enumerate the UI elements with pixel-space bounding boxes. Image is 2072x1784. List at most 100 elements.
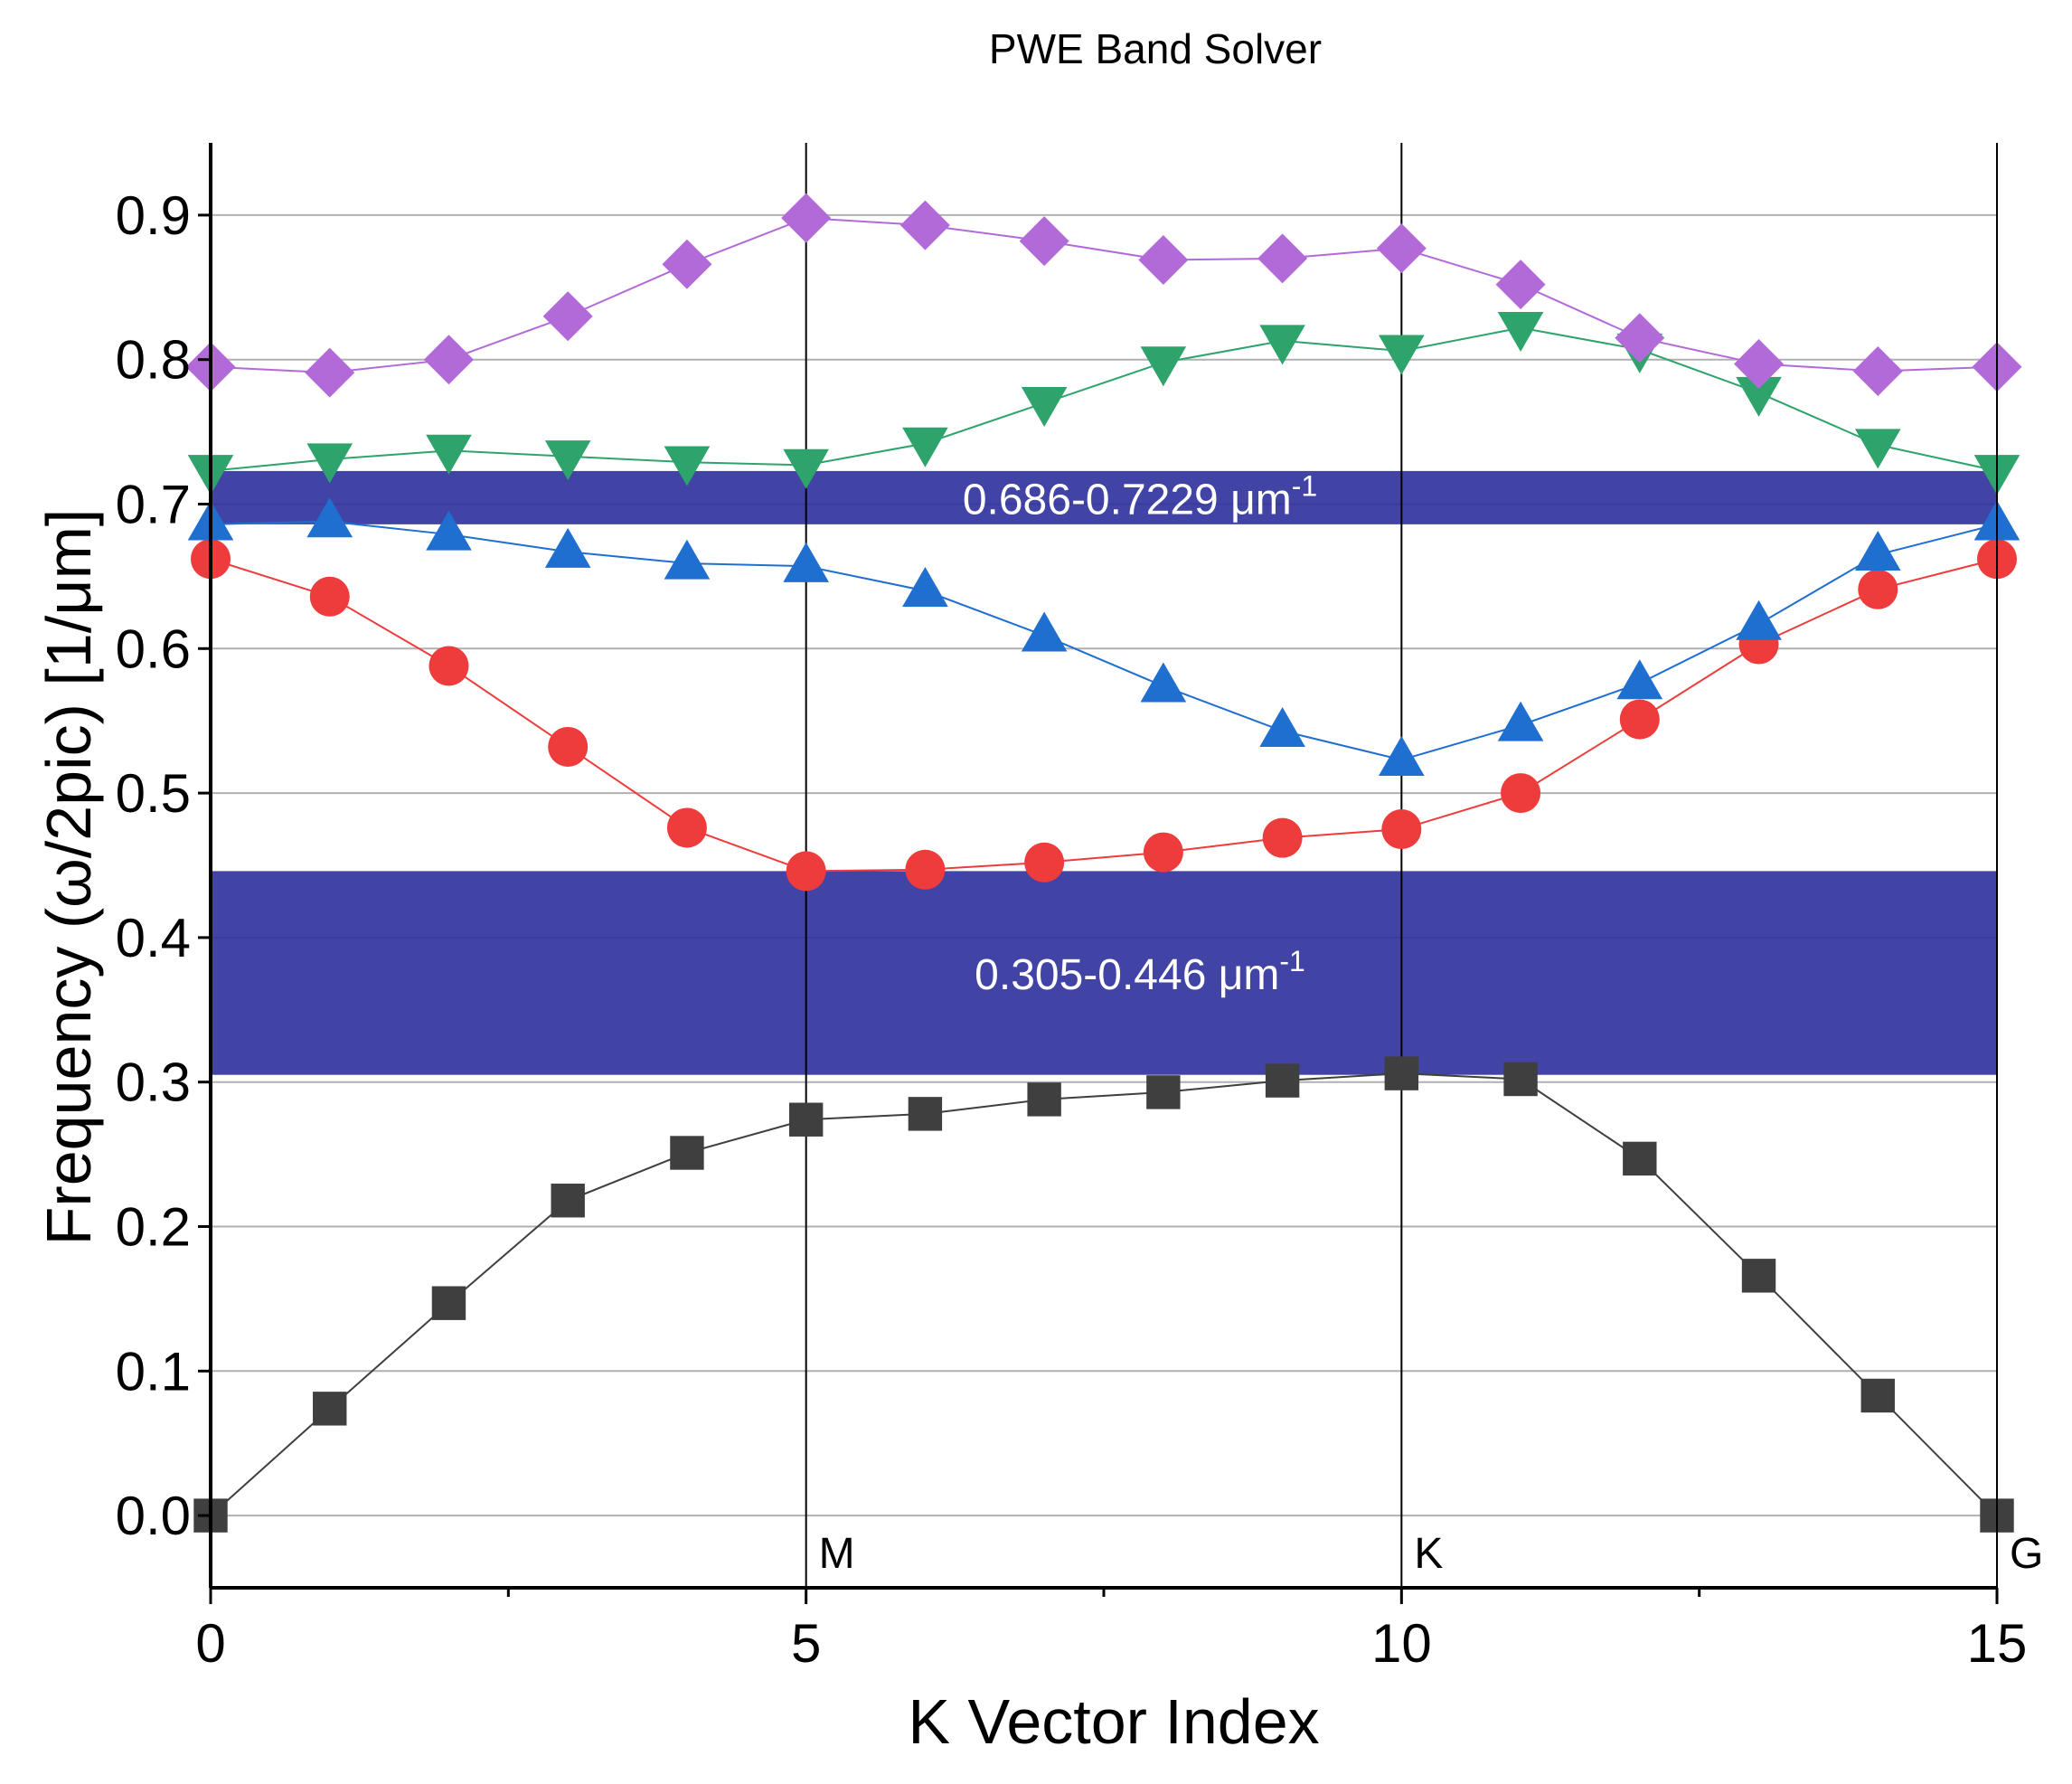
data-point — [1379, 335, 1425, 375]
data-point — [544, 527, 591, 568]
y-tick-label: 0.4 — [116, 908, 191, 968]
symmetry-label: M — [819, 1530, 855, 1578]
data-point — [664, 446, 711, 486]
data-point — [423, 335, 474, 385]
series — [185, 193, 2022, 1533]
symmetry-label: G — [2010, 1530, 2043, 1578]
series-line — [210, 1072, 1998, 1516]
data-point — [544, 440, 591, 481]
series-band-3 — [187, 497, 2020, 776]
data-point — [1501, 773, 1541, 814]
series-line — [210, 326, 1998, 472]
y-tick-label: 0.1 — [116, 1341, 191, 1402]
data-point — [1384, 1056, 1419, 1090]
data-point — [1143, 832, 1183, 873]
data-point — [783, 542, 829, 582]
band-gap-label: 0.686-0.7229 μm-1 — [963, 469, 1317, 524]
data-point — [551, 1184, 585, 1218]
data-point — [783, 448, 829, 489]
data-point — [1381, 809, 1422, 850]
data-point — [788, 1102, 824, 1137]
data-point — [1497, 701, 1544, 741]
data-point — [426, 510, 472, 551]
data-point — [1503, 1062, 1538, 1097]
data-point — [1734, 338, 1785, 389]
y-tick-label: 0.6 — [116, 618, 191, 679]
data-point — [781, 193, 832, 243]
x-tick-label: 10 — [1371, 1613, 1432, 1674]
data-point — [429, 646, 469, 686]
data-point — [902, 427, 948, 467]
data-point — [1852, 345, 1903, 396]
data-point — [1741, 1259, 1776, 1293]
data-point — [664, 539, 711, 580]
data-point — [1619, 699, 1660, 740]
data-point — [1736, 599, 1782, 640]
band-gap-rect — [211, 470, 1997, 524]
data-point — [1259, 325, 1305, 365]
y-tick-label: 0.3 — [116, 1052, 191, 1113]
data-point — [1140, 662, 1187, 703]
data-point — [548, 726, 589, 767]
data-point — [1858, 569, 1898, 609]
data-point — [1616, 659, 1663, 700]
data-point — [426, 434, 472, 475]
data-point — [1138, 234, 1189, 285]
data-point — [1021, 611, 1068, 652]
series-band-2 — [191, 539, 2017, 892]
data-point — [1019, 216, 1069, 267]
data-point — [1024, 842, 1065, 883]
data-point — [908, 1097, 943, 1131]
data-point — [1623, 1141, 1657, 1176]
data-point — [306, 443, 353, 484]
y-tick-label: 0.5 — [116, 763, 191, 824]
data-point — [1265, 1063, 1300, 1098]
data-point — [1259, 706, 1305, 747]
data-point — [902, 566, 948, 607]
data-point — [1495, 260, 1546, 310]
data-point — [1140, 346, 1187, 387]
series-band-5 — [185, 193, 2022, 398]
data-point — [1497, 311, 1544, 352]
x-tick-label: 0 — [195, 1613, 225, 1674]
band-gap-rect — [211, 871, 1997, 1075]
data-point — [1854, 531, 1901, 571]
data-point — [305, 347, 355, 398]
y-tick-label: 0.0 — [116, 1486, 191, 1546]
data-point — [1379, 735, 1425, 776]
data-point — [1736, 376, 1782, 417]
series-line — [210, 520, 1998, 761]
data-point — [1262, 817, 1303, 858]
x-tick-label: 5 — [791, 1613, 821, 1674]
data-point — [1027, 1082, 1061, 1117]
series-band-4 — [187, 311, 2020, 496]
data-point — [670, 1136, 704, 1170]
data-point — [313, 1392, 347, 1426]
series-line — [210, 558, 1998, 873]
x-tick-label: 15 — [1967, 1613, 2028, 1674]
series-line — [210, 217, 1998, 374]
data-point — [309, 576, 350, 617]
data-point — [1376, 223, 1427, 274]
data-point — [786, 851, 826, 892]
data-point — [542, 291, 593, 342]
y-tick-label: 0.2 — [116, 1197, 191, 1258]
data-point — [1854, 429, 1901, 469]
y-tick-label: 0.8 — [116, 330, 191, 391]
data-point — [899, 200, 950, 250]
axes: 0.0 0.1 0.2 0.3 0.4 0.5 0.6 0.7 0.8 0.9 0 5 10 15 — [116, 143, 2028, 1674]
grid — [211, 213, 1997, 1517]
band-gaps — [211, 470, 1997, 1075]
data-point — [662, 239, 712, 289]
y-tick-label: 0.9 — [116, 185, 191, 246]
band-gap-labels: 0.686-0.7229 μm-1 0.305-0.446 μm-1 — [963, 469, 1317, 999]
symmetry-label: K — [1414, 1530, 1443, 1578]
data-point — [666, 807, 707, 848]
band-gap-label: 0.305-0.446 μm-1 — [975, 945, 1305, 999]
data-point — [306, 497, 353, 538]
data-point — [1615, 313, 1665, 363]
data-point — [431, 1286, 466, 1320]
y-axis-label: Frequency (ω/2pic) [1/μm] — [33, 509, 104, 1246]
x-axis-label: K Vector Index — [908, 1686, 1319, 1757]
